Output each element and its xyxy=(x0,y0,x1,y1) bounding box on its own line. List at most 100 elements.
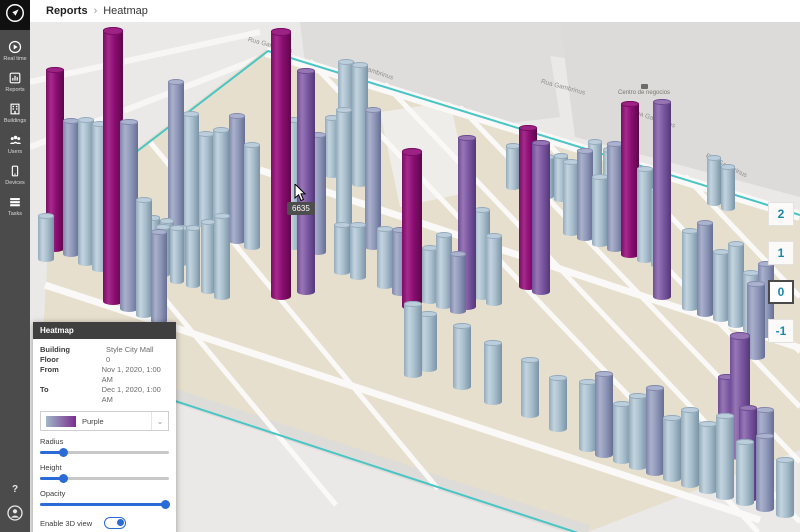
heatmap-column[interactable] xyxy=(756,436,774,512)
heatmap-column[interactable] xyxy=(663,418,681,482)
heatmap-column[interactable] xyxy=(334,225,350,275)
heatmap-column[interactable] xyxy=(404,304,422,378)
heatmap-column[interactable] xyxy=(297,71,315,295)
heatmap-column[interactable] xyxy=(436,235,452,309)
heatmap-column[interactable] xyxy=(325,118,339,178)
heatmap-column[interactable] xyxy=(136,200,152,318)
heatmap-column[interactable] xyxy=(549,378,567,432)
heatmap-column[interactable] xyxy=(365,110,381,250)
heatmap-column[interactable] xyxy=(592,177,608,247)
heatmap-column[interactable] xyxy=(213,130,229,238)
breadcrumb-separator: › xyxy=(93,5,98,17)
slider-thumb[interactable] xyxy=(58,474,68,483)
heatmap-column[interactable] xyxy=(453,326,471,390)
heatmap-column-top xyxy=(436,232,452,238)
heatmap-column[interactable] xyxy=(682,231,698,311)
heatmap-column[interactable] xyxy=(532,143,550,295)
heatmap-column[interactable] xyxy=(721,167,735,211)
heatmap-column-top xyxy=(183,111,199,117)
heatmap-column[interactable] xyxy=(629,396,647,470)
breadcrumb-reports[interactable]: Reports xyxy=(46,5,88,17)
heatmap-column[interactable] xyxy=(697,223,713,317)
floor-button-0[interactable]: 0 xyxy=(768,280,794,304)
heatmap-column[interactable] xyxy=(621,104,639,258)
heatmap-column[interactable] xyxy=(579,382,597,452)
enable-3d-toggle[interactable] xyxy=(104,517,126,529)
heatmap-column[interactable] xyxy=(747,284,765,360)
app-logo[interactable] xyxy=(0,0,30,30)
floor-button--1[interactable]: -1 xyxy=(768,319,794,343)
heatmap-column[interactable] xyxy=(419,314,437,372)
heatmap-column[interactable] xyxy=(201,222,215,294)
heatmap-column[interactable] xyxy=(78,120,94,266)
sidebar-item-reports[interactable]: Reports xyxy=(0,67,30,98)
heatmap-column[interactable] xyxy=(607,144,623,252)
heatmap-column[interactable] xyxy=(736,442,754,506)
heatmap-column[interactable] xyxy=(63,121,79,257)
heatmap-column[interactable] xyxy=(377,229,393,289)
heatmap-column[interactable] xyxy=(186,228,200,288)
heatmap-column[interactable] xyxy=(653,102,671,300)
slider-thumb[interactable] xyxy=(160,500,170,509)
heatmap-column-top xyxy=(38,213,54,219)
heatmap-column[interactable] xyxy=(707,158,721,206)
heatmap-column-top xyxy=(484,339,502,347)
heatmap-column[interactable] xyxy=(484,343,502,405)
heatmap-column[interactable] xyxy=(506,146,520,190)
account-button[interactable] xyxy=(7,505,23,526)
slider-track xyxy=(40,477,169,480)
sidebar-item-users[interactable]: Users xyxy=(0,129,30,160)
value-tooltip: 6635 xyxy=(287,202,315,215)
heatmap-column[interactable] xyxy=(38,216,54,262)
heatmap-column[interactable] xyxy=(699,424,717,494)
heatmap-column[interactable] xyxy=(595,374,613,458)
heatmap-column[interactable] xyxy=(637,169,653,263)
heatmap-column[interactable] xyxy=(183,114,199,232)
heatmap-column[interactable] xyxy=(103,31,123,305)
heatmap-column[interactable] xyxy=(336,110,352,238)
heatmap-column[interactable] xyxy=(577,151,593,241)
heatmap-column[interactable] xyxy=(486,236,502,306)
heatmap-column[interactable] xyxy=(422,248,438,304)
slider-label-height: Height xyxy=(40,463,62,472)
heatmap-column[interactable] xyxy=(46,70,64,252)
heatmap-column-top xyxy=(521,356,539,364)
heatmap-column[interactable] xyxy=(681,410,699,488)
help-button[interactable]: ? xyxy=(11,484,19,495)
heatmap-column[interactable] xyxy=(151,232,167,324)
sidebar-item-real-time[interactable]: Real time xyxy=(0,36,30,67)
heatmap-column[interactable] xyxy=(728,244,744,328)
heatmap-column[interactable] xyxy=(563,162,579,236)
heatmap-column-top xyxy=(756,432,774,440)
sidebar-item-buildings[interactable]: Buildings xyxy=(0,98,30,129)
sidebar-item-tasks[interactable]: Tasks xyxy=(0,191,30,222)
heatmap-column[interactable] xyxy=(716,416,734,500)
heatmap-column[interactable] xyxy=(350,225,366,280)
heatmap-column[interactable] xyxy=(168,82,184,238)
heatmap-column[interactable] xyxy=(713,252,729,322)
heatmap-column[interactable] xyxy=(198,134,214,228)
radius-slider[interactable] xyxy=(40,448,169,457)
heatmap-column-top xyxy=(168,79,184,85)
heatmap-column-top xyxy=(271,28,291,36)
opacity-slider[interactable] xyxy=(40,500,170,509)
heatmap-column[interactable] xyxy=(244,145,260,250)
heatmap-column[interactable] xyxy=(646,388,664,476)
heatmap-column[interactable] xyxy=(352,65,368,187)
sidebar-item-devices[interactable]: Devices xyxy=(0,160,30,191)
heatmap-column[interactable] xyxy=(776,460,794,518)
heatmap-column[interactable] xyxy=(214,216,230,300)
heatmap-column[interactable] xyxy=(521,360,539,418)
heatmap-column[interactable] xyxy=(271,32,291,300)
heatmap-column[interactable] xyxy=(450,254,466,314)
heatmap-column[interactable] xyxy=(120,122,138,312)
heatmap-column[interactable] xyxy=(229,116,245,244)
height-slider[interactable] xyxy=(40,474,169,483)
heatmap-column[interactable] xyxy=(402,152,422,310)
floor-button-2[interactable]: 2 xyxy=(768,202,794,226)
slider-thumb[interactable] xyxy=(58,448,68,457)
floor-button-1[interactable]: 1 xyxy=(768,241,794,265)
heatmap-column[interactable] xyxy=(170,228,184,284)
palette-dropdown[interactable]: Purple ⌄ xyxy=(40,411,169,431)
heatmap-column[interactable] xyxy=(613,404,631,464)
